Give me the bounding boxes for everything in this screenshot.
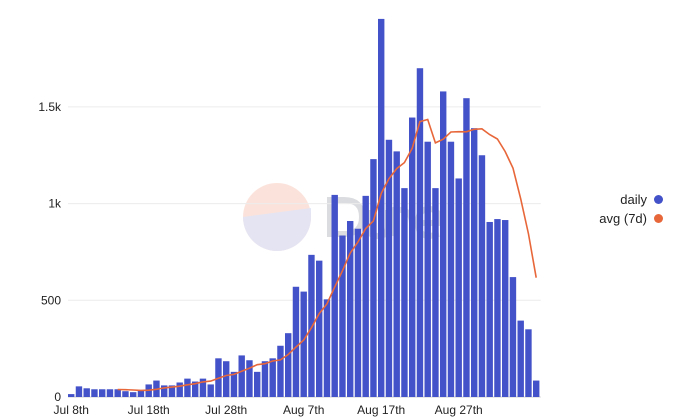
bar[interactable]: [463, 98, 470, 398]
bar[interactable]: [130, 392, 137, 397]
bar[interactable]: [91, 389, 98, 397]
bar[interactable]: [106, 389, 114, 397]
bar[interactable]: [362, 195, 369, 397]
bar[interactable]: [223, 361, 230, 397]
bar[interactable]: [432, 188, 439, 397]
bar[interactable]: [455, 178, 462, 397]
bar[interactable]: [471, 128, 478, 397]
bar[interactable]: [99, 389, 106, 397]
bar[interactable]: [207, 384, 214, 397]
x-axis-ticks: Jul 8th Jul 18th Jul 28th Aug 7th Aug 17th Au…: [54, 403, 483, 417]
y-tick-label: 1k: [48, 197, 62, 211]
bar[interactable]: [401, 188, 408, 397]
bar[interactable]: [416, 68, 424, 397]
bar[interactable]: [502, 220, 509, 397]
bar[interactable]: [137, 390, 145, 397]
bar[interactable]: [254, 371, 261, 397]
bar[interactable]: [269, 358, 276, 397]
bar[interactable]: [424, 141, 431, 397]
bar[interactable]: [447, 141, 455, 397]
legend: daily avg (7d): [599, 190, 663, 228]
y-tick-label: 500: [41, 293, 61, 307]
legend-label-avg-7d: avg (7d): [599, 211, 647, 226]
bar[interactable]: [494, 219, 501, 397]
x-tick-label: Jul 8th: [54, 403, 89, 417]
bar[interactable]: [354, 228, 362, 397]
bar[interactable]: [486, 221, 493, 397]
bar[interactable]: [525, 329, 532, 397]
bar[interactable]: [316, 260, 323, 397]
bar[interactable]: [261, 361, 269, 397]
bar[interactable]: [122, 391, 129, 397]
x-tick-label: Jul 18th: [128, 403, 170, 417]
x-tick-label: Aug 17th: [357, 403, 405, 417]
y-axis-ticks: 0 500 1k 1.5k: [38, 100, 62, 404]
bar[interactable]: [533, 380, 540, 397]
bar[interactable]: [347, 221, 354, 397]
y-tick-label: 0: [54, 390, 61, 404]
x-tick-label: Jul 28th: [205, 403, 247, 417]
legend-label-daily: daily: [620, 192, 647, 207]
bar[interactable]: [393, 151, 400, 397]
bar[interactable]: [277, 345, 284, 397]
bar[interactable]: [440, 91, 447, 397]
bar[interactable]: [168, 385, 176, 397]
legend-dot-daily-icon: [654, 195, 663, 204]
bar[interactable]: [300, 291, 307, 397]
y-tick-label: 1.5k: [38, 100, 62, 114]
bar[interactable]: [176, 382, 183, 397]
bar[interactable]: [230, 371, 238, 397]
bar[interactable]: [409, 117, 416, 398]
legend-dot-avg-7d-icon: [654, 214, 663, 223]
bar[interactable]: [192, 381, 199, 397]
dune-logo-letters-icon: [327, 197, 444, 240]
bar[interactable]: [238, 355, 245, 397]
bar[interactable]: [83, 388, 90, 397]
bar[interactable]: [184, 378, 191, 397]
x-tick-label: Aug 7th: [283, 403, 324, 417]
bar[interactable]: [339, 235, 346, 397]
bar[interactable]: [509, 277, 517, 397]
legend-item-avg-7d[interactable]: avg (7d): [599, 209, 663, 228]
bar[interactable]: [68, 394, 75, 397]
bar[interactable]: [292, 286, 300, 397]
bar[interactable]: [370, 159, 377, 397]
bar[interactable]: [517, 320, 524, 397]
bar[interactable]: [331, 194, 338, 397]
bar[interactable]: [75, 386, 83, 397]
bar[interactable]: [114, 389, 121, 397]
bar[interactable]: [478, 155, 486, 397]
avg-7d-line: [117, 118, 537, 392]
bar[interactable]: [323, 299, 331, 397]
bar[interactable]: [385, 139, 393, 397]
bar[interactable]: [378, 18, 385, 397]
bar[interactable]: [246, 360, 253, 397]
bar[interactable]: [161, 385, 168, 397]
bar[interactable]: [199, 378, 207, 397]
x-tick-label: Aug 27th: [435, 403, 483, 417]
bar[interactable]: [308, 254, 315, 397]
bar[interactable]: [285, 333, 292, 397]
legend-item-daily[interactable]: daily: [599, 190, 663, 209]
